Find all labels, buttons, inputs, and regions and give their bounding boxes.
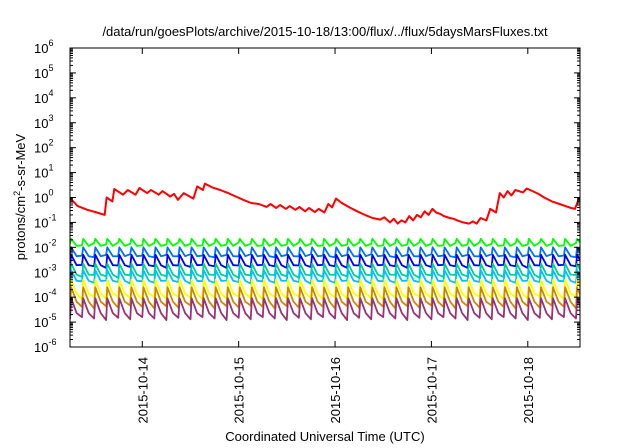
y-axis: 10-6 10-5 10-4 10-3 10-2 10-1 100 101 102 103 104 1…: [34, 38, 580, 355]
series-line: [70, 286, 580, 310]
series-line: [70, 253, 580, 269]
x-tick-label: 2015-10-17: [424, 357, 439, 424]
series-line: [70, 262, 580, 279]
y-tick-label: 10-2: [34, 237, 56, 255]
y-tick-label: 100: [34, 188, 53, 206]
x-tick-label: 2015-10-15: [232, 357, 247, 424]
x-tick-label: 2015-10-16: [328, 357, 343, 424]
series-line: [70, 246, 580, 259]
series-line: [70, 269, 580, 285]
series-layer: [70, 182, 580, 321]
y-tick-label: 106: [34, 38, 53, 56]
series-line: [70, 297, 580, 321]
y-tick-label: 10-5: [34, 312, 56, 330]
x-axis-label: Coordinated Universal Time (UTC): [225, 429, 424, 444]
y-tick-label: 105: [34, 63, 53, 81]
x-tick-label: 2015-10-14: [135, 357, 150, 424]
chart-title: /data/run/goesPlots/archive/2015-10-18/1…: [102, 24, 548, 39]
y-tick-label: 10-6: [34, 337, 56, 355]
x-tick-label: 2015-10-18: [521, 357, 536, 424]
y-tick-label: 101: [34, 163, 53, 181]
series-line: [70, 182, 580, 225]
y-tick-label: 10-1: [34, 212, 56, 230]
series-line: [70, 237, 580, 247]
y-tick-label: 103: [34, 113, 53, 131]
y-tick-label: 10-3: [34, 262, 56, 280]
x-axis: 2015-10-14 2015-10-15 2015-10-16 2015-10-17…: [135, 48, 536, 424]
series-line: [70, 278, 580, 301]
y-tick-label: 102: [34, 138, 53, 156]
y-tick-label: 104: [34, 88, 53, 106]
y-axis-label: protons/cm2-s-sr-MeV: [12, 133, 28, 260]
y-tick-label: 10-4: [34, 287, 56, 305]
